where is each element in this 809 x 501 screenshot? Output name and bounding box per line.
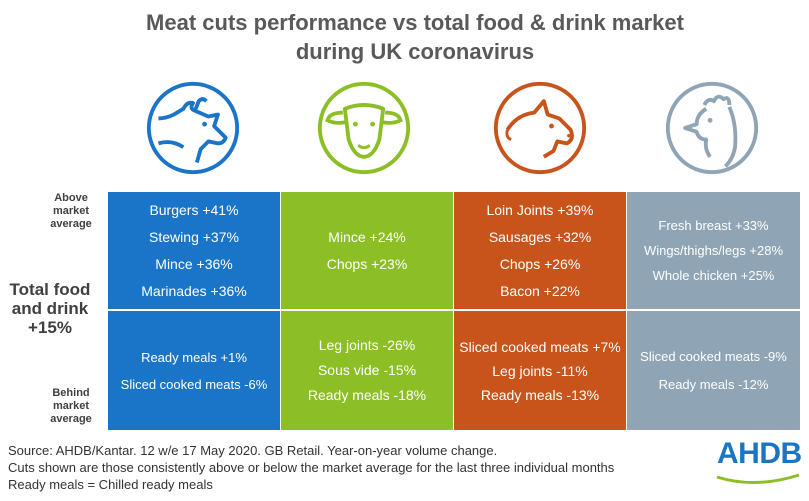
- ahdb-logo: AHDB: [716, 437, 802, 484]
- cut-label: Sausages +32%: [488, 228, 592, 245]
- total-food-and-drink-label: Total food and drink +15%: [9, 280, 91, 337]
- logo-swoosh-icon: [716, 473, 800, 484]
- cut-label: Burgers +41%: [149, 201, 239, 218]
- cut-label: Loin Joints +39%: [486, 201, 594, 218]
- cell-beef-behind: Ready meals +1% Sliced cooked meats -6%: [108, 311, 280, 430]
- cut-label: Leg joints -11%: [492, 362, 588, 379]
- cell-chicken-behind: Sliced cooked meats -9% Ready meals -12%: [627, 311, 800, 430]
- source-footnote: Source: AHDB/Kantar. 12 w/e 17 May 2020.…: [8, 443, 498, 458]
- cut-label: Bacon +22%: [500, 282, 580, 299]
- cut-label: Mince +36%: [155, 255, 233, 272]
- cow-icon: [146, 81, 240, 175]
- cut-label: Ready meals -13%: [480, 386, 600, 403]
- methodology-footnote: Cuts shown are those consistently above …: [8, 460, 615, 475]
- cut-label: Sliced cooked meats -9%: [640, 348, 787, 364]
- ready-meals-footnote: Ready meals = Chilled ready meals: [8, 477, 213, 492]
- cut-label: Chops +23%: [326, 255, 408, 272]
- cut-label: Ready meals -12%: [658, 376, 769, 392]
- cell-pork-behind: Sliced cooked meats +7% Leg joints -11% Re…: [454, 311, 626, 430]
- cut-label: Sliced cooked meats -6%: [120, 376, 268, 392]
- sheep-icon: [317, 81, 411, 175]
- chart-title-line-1: Meat cuts performance vs total food & dr…: [146, 10, 684, 35]
- pig-icon: [493, 81, 587, 175]
- cut-label: Sliced cooked meats +7%: [459, 338, 621, 355]
- cut-label: Leg joints -26%: [318, 337, 416, 353]
- cut-label: Stewing +37%: [149, 228, 239, 245]
- cell-beef-above: Burgers +41% Stewing +37% Mince +36% Marina…: [108, 192, 280, 309]
- chicken-icon: [665, 81, 759, 175]
- cut-label: Marinades +36%: [141, 282, 247, 299]
- cell-lamb-behind: Leg joints -26% Sous vide -15% Ready meals…: [281, 311, 453, 430]
- market-average-separator: [108, 309, 800, 311]
- chart-title-line-2: during UK coronavirus: [295, 39, 535, 64]
- cut-label: Ready meals +1%: [141, 349, 247, 365]
- cell-pork-above: Loin Joints +39% Sausages +32% Chops +26% B…: [454, 192, 626, 309]
- cut-label: Chops +26%: [499, 255, 581, 272]
- cut-label: Wings/thighs/legs +28%: [643, 243, 784, 258]
- cell-chicken-above: Fresh breast +33% Wings/thighs/legs +28% W…: [627, 192, 800, 309]
- cut-label: Ready meals -18%: [307, 387, 427, 403]
- cut-label: Whole chicken +25%: [652, 268, 775, 283]
- above-market-average-label: Above market average: [50, 192, 92, 230]
- cut-label: Mince +24%: [328, 228, 406, 245]
- cell-lamb-above: Mince +24% Chops +23%: [281, 192, 453, 309]
- cut-label: Fresh breast +33%: [658, 218, 769, 233]
- cut-label: Sous vide -15%: [317, 362, 417, 378]
- behind-market-average-label: Behind market average: [50, 387, 92, 425]
